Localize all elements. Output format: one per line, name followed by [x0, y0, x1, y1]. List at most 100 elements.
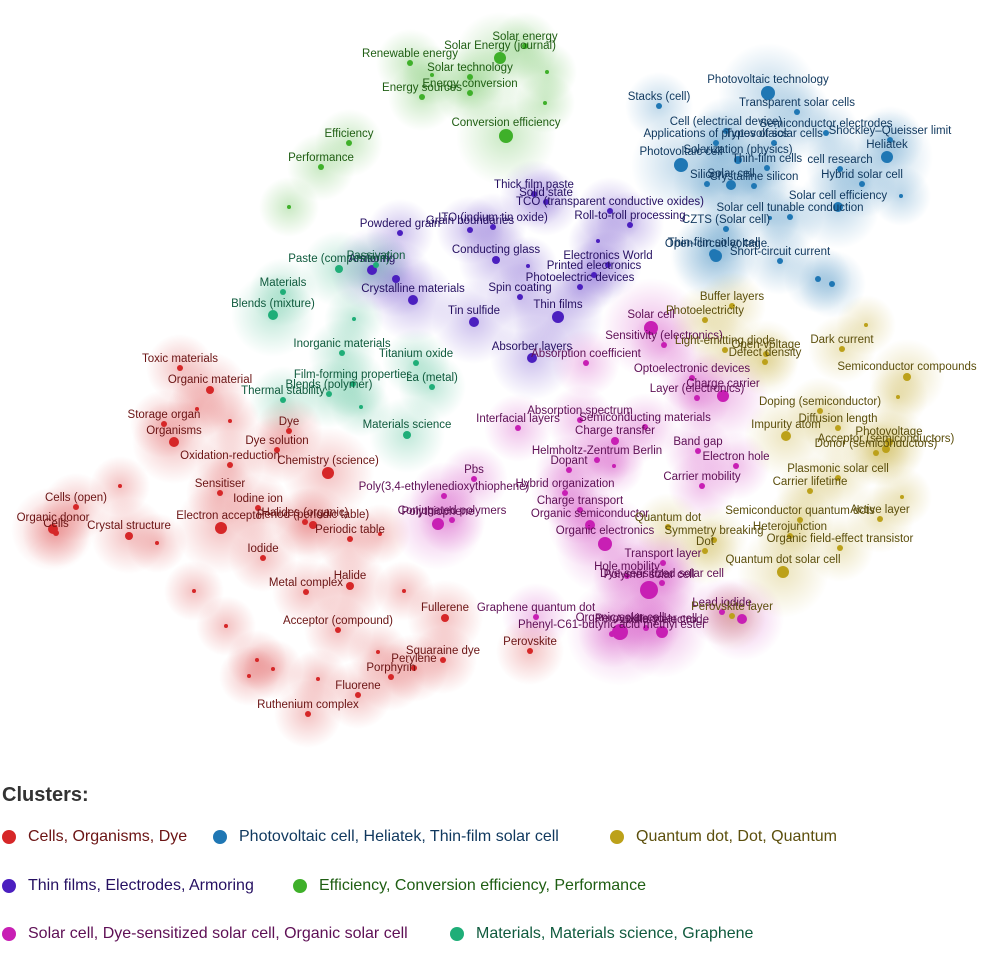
- legend-item-pink[interactable]: Solar cell, Dye-sensitized solar cell, O…: [2, 923, 408, 945]
- node-dot[interactable]: [53, 530, 59, 536]
- node-dot[interactable]: [527, 353, 537, 363]
- node-dot[interactable]: [751, 183, 757, 189]
- node-dot[interactable]: [413, 360, 419, 366]
- node-dot[interactable]: [411, 665, 417, 671]
- node-dot[interactable]: [583, 360, 589, 366]
- node-dot[interactable]: [900, 495, 904, 499]
- node-dot[interactable]: [494, 52, 506, 64]
- node-dot[interactable]: [469, 317, 479, 327]
- node-dot[interactable]: [215, 522, 227, 534]
- node-dot[interactable]: [522, 43, 528, 49]
- node-dot[interactable]: [195, 407, 199, 411]
- node-dot[interactable]: [794, 109, 800, 115]
- node-dot[interactable]: [661, 342, 667, 348]
- node-dot[interactable]: [467, 74, 473, 80]
- node-dot[interactable]: [527, 648, 533, 654]
- node-dot[interactable]: [449, 517, 455, 523]
- node-dot[interactable]: [887, 137, 893, 143]
- node-dot[interactable]: [274, 447, 280, 453]
- node-dot[interactable]: [419, 94, 425, 100]
- node-dot[interactable]: [408, 295, 418, 305]
- node-dot[interactable]: [781, 431, 791, 441]
- node-dot[interactable]: [899, 194, 903, 198]
- node-dot[interactable]: [347, 536, 353, 542]
- node-dot[interactable]: [515, 425, 521, 431]
- node-dot[interactable]: [432, 518, 444, 530]
- node-dot[interactable]: [217, 490, 223, 496]
- node-dot[interactable]: [877, 516, 883, 522]
- node-dot[interactable]: [247, 674, 251, 678]
- node-dot[interactable]: [777, 258, 783, 264]
- node-dot[interactable]: [733, 463, 739, 469]
- legend-item-teal[interactable]: Materials, Materials science, Graphene: [450, 923, 753, 945]
- node-dot[interactable]: [227, 462, 233, 468]
- node-dot[interactable]: [543, 101, 547, 105]
- node-dot[interactable]: [287, 205, 291, 209]
- node-dot[interactable]: [711, 537, 717, 543]
- node-dot[interactable]: [612, 464, 616, 468]
- node-dot[interactable]: [430, 73, 434, 77]
- node-dot[interactable]: [403, 431, 411, 439]
- node-dot[interactable]: [441, 614, 449, 622]
- node-dot[interactable]: [722, 347, 728, 353]
- node-dot[interactable]: [807, 488, 813, 494]
- node-dot[interactable]: [723, 226, 729, 232]
- node-dot[interactable]: [352, 317, 356, 321]
- node-dot[interactable]: [643, 625, 649, 631]
- legend-item-purple[interactable]: Thin films, Electrodes, Armoring: [2, 875, 254, 897]
- node-dot[interactable]: [260, 555, 266, 561]
- node-dot[interactable]: [607, 208, 613, 214]
- node-dot[interactable]: [594, 457, 600, 463]
- node-dot[interactable]: [719, 609, 725, 615]
- node-dot[interactable]: [591, 272, 597, 278]
- node-dot[interactable]: [787, 533, 793, 539]
- node-dot[interactable]: [155, 541, 159, 545]
- node-dot[interactable]: [339, 350, 345, 356]
- node-dot[interactable]: [268, 310, 278, 320]
- legend-item-red[interactable]: Cells, Organisms, Dye: [2, 826, 187, 848]
- node-dot[interactable]: [612, 624, 628, 640]
- node-dot[interactable]: [882, 445, 890, 453]
- node-dot[interactable]: [322, 467, 334, 479]
- node-dot[interactable]: [492, 256, 500, 264]
- node-dot[interactable]: [316, 677, 320, 681]
- node-dot[interactable]: [817, 408, 823, 414]
- node-dot[interactable]: [734, 156, 742, 164]
- node-dot[interactable]: [596, 239, 600, 243]
- node-dot[interactable]: [318, 164, 324, 170]
- node-dot[interactable]: [656, 626, 668, 638]
- node-dot[interactable]: [531, 191, 537, 197]
- node-dot[interactable]: [815, 276, 821, 282]
- node-dot[interactable]: [659, 580, 665, 586]
- node-dot[interactable]: [359, 405, 363, 409]
- node-dot[interactable]: [378, 532, 382, 536]
- node-dot[interactable]: [526, 264, 530, 268]
- node-dot[interactable]: [585, 520, 595, 530]
- node-dot[interactable]: [397, 230, 403, 236]
- node-dot[interactable]: [896, 395, 900, 399]
- node-dot[interactable]: [699, 483, 705, 489]
- node-dot[interactable]: [771, 140, 777, 146]
- node-dot[interactable]: [440, 657, 446, 663]
- node-dot[interactable]: [309, 521, 317, 529]
- node-dot[interactable]: [350, 381, 356, 387]
- node-dot[interactable]: [355, 692, 361, 698]
- node-dot[interactable]: [764, 165, 770, 171]
- node-dot[interactable]: [835, 475, 841, 481]
- node-dot[interactable]: [833, 202, 843, 212]
- node-dot[interactable]: [402, 589, 406, 593]
- node-dot[interactable]: [388, 674, 394, 680]
- node-dot[interactable]: [665, 524, 671, 530]
- node-dot[interactable]: [192, 589, 196, 593]
- legend-item-green[interactable]: Efficiency, Conversion efficiency, Perfo…: [293, 875, 646, 897]
- node-dot[interactable]: [710, 250, 722, 262]
- node-dot[interactable]: [598, 537, 612, 551]
- node-dot[interactable]: [881, 151, 893, 163]
- node-dot[interactable]: [762, 359, 768, 365]
- node-dot[interactable]: [723, 128, 729, 134]
- node-dot[interactable]: [224, 624, 228, 628]
- node-dot[interactable]: [280, 289, 286, 295]
- node-dot[interactable]: [702, 548, 708, 554]
- node-dot[interactable]: [228, 419, 232, 423]
- node-dot[interactable]: [303, 589, 309, 595]
